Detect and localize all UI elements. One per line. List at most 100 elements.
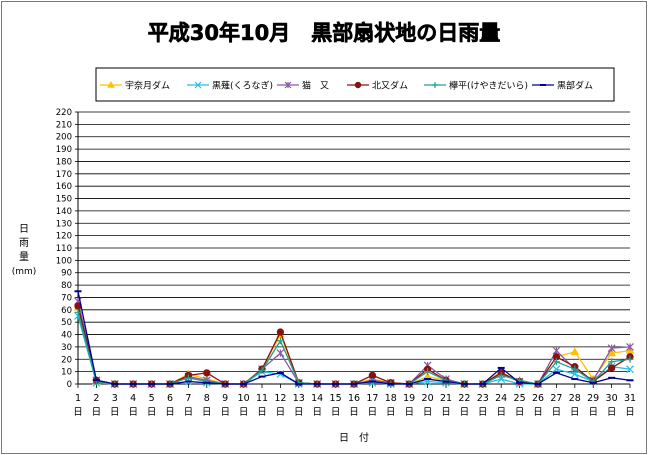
data-point bbox=[552, 346, 561, 355]
x-tick-label: 11 bbox=[256, 393, 268, 404]
x-tick-label: 12 bbox=[274, 393, 286, 404]
x-tick-label: 5 bbox=[149, 393, 155, 404]
y-tick-label: 10 bbox=[61, 368, 72, 378]
x-tick-suffix: 日 bbox=[349, 407, 359, 418]
x-tick-suffix: 日 bbox=[294, 407, 304, 418]
data-point bbox=[570, 347, 580, 355]
x-tick-suffix: 日 bbox=[147, 407, 157, 418]
y-axis-label-char: 量 bbox=[19, 251, 29, 263]
x-tick-label: 30 bbox=[606, 393, 618, 404]
x-tick-suffix: 日 bbox=[625, 407, 635, 418]
x-tick-suffix: 日 bbox=[607, 407, 617, 418]
x-tick-suffix: 日 bbox=[331, 407, 341, 418]
y-tick-label: 210 bbox=[56, 120, 72, 130]
y-tick-label: 50 bbox=[61, 318, 72, 328]
x-tick-suffix: 日 bbox=[570, 407, 580, 418]
x-tick-label: 18 bbox=[385, 393, 397, 404]
data-point bbox=[626, 355, 634, 363]
x-tick-label: 10 bbox=[238, 393, 250, 404]
x-tick-label: 20 bbox=[422, 393, 434, 404]
y-tick-label: 100 bbox=[56, 256, 72, 266]
y-tick-label: 20 bbox=[61, 355, 72, 365]
data-point bbox=[276, 337, 284, 345]
data-point bbox=[107, 80, 115, 88]
x-axis-label: 日 付 bbox=[339, 431, 369, 444]
data-point bbox=[571, 365, 579, 373]
y-tick-labels: 0 10 20 30 40 50 60 70 80 90 100 110 120 130 140 150 160… bbox=[56, 108, 72, 390]
data-point bbox=[432, 82, 438, 88]
data-point bbox=[608, 358, 616, 366]
x-tick-suffix: 日 bbox=[441, 407, 451, 418]
y-tick-label: 110 bbox=[56, 244, 72, 254]
series-layer bbox=[73, 290, 635, 388]
x-tick-label: 14 bbox=[311, 393, 323, 404]
legend: 宇奈月ダム 黒薙(くろなぎ) 猫 又 北又ダム 欅平(けやきだいら) 黒部ダム bbox=[100, 80, 593, 92]
legend-label: 猫 又 bbox=[302, 80, 329, 92]
x-tick-label: 27 bbox=[550, 393, 562, 404]
y-tick-label: 190 bbox=[56, 145, 72, 155]
x-tick-label: 25 bbox=[514, 393, 526, 404]
x-tick-suffix: 日 bbox=[386, 407, 396, 418]
series-黒部ダム bbox=[74, 290, 634, 385]
x-tick-suffix: 日 bbox=[128, 407, 138, 418]
x-tick-label: 2 bbox=[93, 393, 99, 404]
data-point bbox=[497, 371, 505, 379]
x-tick-suffix: 日 bbox=[478, 407, 488, 418]
data-point bbox=[368, 371, 377, 379]
data-point bbox=[276, 349, 285, 358]
data-point bbox=[552, 365, 561, 374]
x-tick-suffix: 日 bbox=[165, 407, 175, 418]
data-point bbox=[607, 348, 616, 357]
x-tick-suffix: 日 bbox=[110, 407, 120, 418]
y-tick-label: 150 bbox=[56, 195, 72, 205]
data-point bbox=[74, 308, 82, 316]
x-tick-label: 7 bbox=[185, 393, 191, 404]
legend-label: 黒部ダム bbox=[557, 80, 593, 92]
x-tick-label: 24 bbox=[495, 393, 507, 404]
y-tick-label: 30 bbox=[61, 343, 72, 353]
x-tick-label: 16 bbox=[348, 393, 360, 404]
legend-item: 北又ダム bbox=[347, 80, 408, 92]
data-point bbox=[194, 81, 202, 89]
y-tick-label: 80 bbox=[61, 281, 72, 291]
y-tick-label: 90 bbox=[61, 269, 72, 279]
x-tick-label: 29 bbox=[587, 393, 599, 404]
y-axis-label: 日雨量 bbox=[19, 224, 29, 263]
data-point bbox=[424, 368, 432, 376]
y-tick-label: 160 bbox=[56, 182, 72, 192]
data-point bbox=[203, 378, 211, 386]
x-tick-label: 6 bbox=[167, 393, 173, 404]
legend-label: 欅平(けやきだいら) bbox=[449, 81, 528, 92]
x-tick-label: 13 bbox=[293, 393, 305, 404]
data-point bbox=[203, 369, 211, 377]
x-tick-label: 28 bbox=[569, 393, 581, 404]
x-tick-suffix: 日 bbox=[202, 407, 212, 418]
x-tick-label: 23 bbox=[477, 393, 489, 404]
legend-label: 北又ダム bbox=[372, 80, 408, 92]
x-tick-suffix: 日 bbox=[257, 407, 267, 418]
data-point bbox=[552, 358, 560, 366]
x-tick-label: 21 bbox=[440, 393, 452, 404]
x-tick-suffix: 日 bbox=[533, 407, 543, 418]
x-tick-label: 19 bbox=[403, 393, 415, 404]
x-tick-suffix: 日 bbox=[220, 407, 230, 418]
chart-title: 平成30年10月 黒部扇状地の日雨量 bbox=[148, 21, 500, 45]
legend-item: 黒薙(くろなぎ) bbox=[187, 80, 273, 92]
y-axis-label-char: 雨 bbox=[19, 238, 29, 249]
y-tick-label: 60 bbox=[61, 306, 72, 316]
data-point bbox=[276, 328, 285, 336]
y-tick-label: 40 bbox=[61, 331, 72, 341]
legend-item: 欅平(けやきだいら) bbox=[424, 81, 528, 92]
x-tick-suffix: 日 bbox=[460, 407, 470, 418]
legend-item: 黒部ダム bbox=[532, 80, 593, 92]
x-tick-suffix: 日 bbox=[515, 407, 525, 418]
y-axis-unit: (mm) bbox=[12, 267, 37, 277]
data-point bbox=[607, 364, 616, 372]
x-tick-suffix: 日 bbox=[312, 407, 322, 418]
x-tick-label: 1 bbox=[75, 393, 81, 404]
data-point bbox=[626, 365, 634, 374]
x-tick-suffix: 日 bbox=[184, 407, 194, 418]
x-tick-suffix: 日 bbox=[276, 407, 286, 418]
data-point bbox=[354, 81, 362, 89]
